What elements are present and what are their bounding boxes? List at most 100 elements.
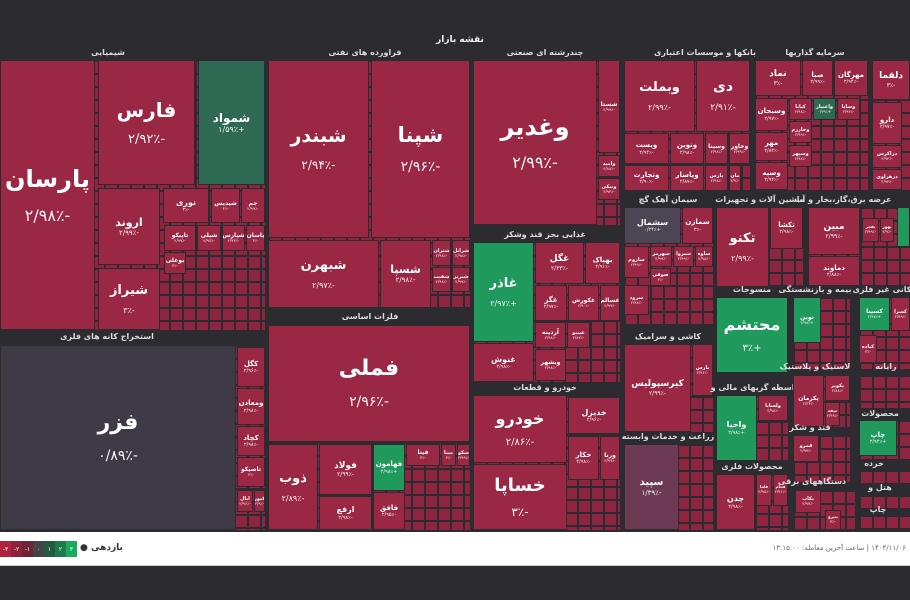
sector-header[interactable]: رایانه — [875, 362, 897, 371]
stock-tile[interactable]: بوعلی -۳٪ — [164, 252, 186, 274]
stock-tile[interactable]: خودرو -۲/۸۶٪ — [473, 395, 567, 463]
stock-tile[interactable]: ساوه -۲/۹۸٪ — [695, 246, 713, 267]
stock-tile[interactable]: خدیزل -۲/۹۶٪ — [568, 397, 620, 434]
stock-tile[interactable]: فزر -۰/۸۹٪ — [0, 345, 236, 530]
stock-tile[interactable]: ونیکی -۲/۹۳٪ — [598, 178, 620, 200]
sector-header[interactable]: کانی غیر فلزی — [852, 285, 910, 294]
stock-tile[interactable]: غپینو -۲/۸۷٪ — [567, 322, 590, 348]
stock-tile[interactable]: غسالم -۲/۹۹٪ — [600, 285, 620, 321]
stock-tile[interactable]: نوین +۲/۹۸٪ — [793, 297, 821, 343]
stock-tile[interactable]: وخاور -۲/۹۹٪ — [729, 133, 750, 164]
stock-tile[interactable]: آردینه -۲/۹۸٪ — [535, 322, 566, 348]
stock-tile[interactable]: فولاد -۲/۹۹٪ — [319, 444, 372, 495]
stock-tile[interactable]: دارو -۲/۹۷٪ — [872, 102, 902, 144]
stock-tile[interactable]: غگز -۲/۹۷٪ — [535, 285, 567, 321]
sector-header[interactable]: خودرو و قطعات — [513, 383, 577, 392]
legend-swatch[interactable]: -۱ — [22, 541, 33, 557]
stock-tile[interactable]: تاصیکو -۳٪ — [237, 457, 265, 487]
sector-header[interactable]: خرده — [864, 459, 884, 468]
stock-tile[interactable]: فملی -۲/۹۶٪ — [268, 325, 470, 442]
stock-tile[interactable]: فاما -۲/۹۸٪ — [756, 474, 772, 506]
stock-tile[interactable] — [897, 207, 910, 247]
stock-tile[interactable]: ورنا -۲/۹۹٪ — [600, 436, 620, 480]
stock-tile[interactable]: شتران -۲/۹۸٪ — [432, 240, 451, 266]
stock-tile[interactable]: سهرمز -۲/۹۹٪ — [650, 246, 672, 267]
sector-header[interactable]: زراعت و خدمات وابسته — [621, 432, 715, 441]
stock-tile[interactable]: دماوند -۲/۸۸٪ — [808, 256, 860, 286]
stock-tile[interactable]: بهپاک -۲/۹۱٪ — [585, 242, 620, 284]
stock-tile[interactable]: شپارس -۲/۹۳٪ — [222, 225, 245, 251]
stock-tile[interactable]: سکو -۲/۹۹٪ — [457, 444, 470, 466]
sector-header[interactable]: منسوجات — [732, 285, 772, 294]
stock-tile[interactable]: وسپه -۲/۹۴٪ — [755, 162, 788, 190]
stock-tile[interactable]: ونوین -۲/۹۸٪ — [670, 133, 704, 164]
stock-tile[interactable]: کباده -۳٪ — [859, 335, 877, 363]
legend-swatch[interactable]: -۲ — [11, 541, 22, 557]
stock-tile[interactable]: کیانا -۲/۹۸٪ — [789, 98, 812, 120]
stock-tile[interactable]: واعتبار +۰/۳۹٪ — [813, 98, 836, 120]
stock-tile[interactable]: فاقق -۲/۹۵٪ — [373, 492, 405, 530]
sector-header[interactable]: کاشی و سرامیک — [634, 332, 702, 341]
stock-tile[interactable]: مبین -۲/۹۹٪ — [808, 207, 860, 255]
legend-swatch[interactable]: ۱ — [44, 541, 55, 557]
sector-header[interactable]: ماشین آلات و تجهیزات — [715, 195, 805, 204]
sector-header[interactable]: بیمه و بازنشستگی — [778, 285, 852, 294]
stock-tile[interactable]: وبشهر -۲/۹۸٪ — [535, 349, 566, 381]
stock-tile[interactable]: چدن -۲/۹۸٪ — [716, 474, 755, 530]
stock-tile[interactable]: کسرا -۲/۹۹٪ — [891, 297, 910, 331]
stock-tile[interactable]: صوفی -۳٪ — [650, 268, 671, 286]
sector-header[interactable]: هتل و — [868, 483, 892, 492]
stock-tile[interactable]: شپلی -۲/۹۷٪ — [197, 225, 221, 251]
stock-tile[interactable]: تکنو -۲/۹۹٪ — [716, 207, 769, 287]
stock-tile[interactable]: ولساپا -۲/۹۸٪ — [758, 395, 788, 421]
stock-tile[interactable]: فهامون +۲/۹۸٪ — [373, 444, 405, 491]
stock-tile[interactable]: کسینا +۲/۹۷٪ — [859, 297, 890, 331]
stock-tile[interactable]: دی -۲/۹۱٪ — [696, 60, 750, 132]
stock-tile[interactable]: وتجارت -۲/۹۰٪ — [624, 165, 669, 191]
stock-tile[interactable]: بفجر -۲/۹۹٪ — [862, 218, 879, 242]
stock-tile[interactable]: محتشم +۳٪ — [716, 297, 788, 373]
stock-tile[interactable]: سرود -۲/۹۸٪ — [624, 285, 649, 315]
stock-tile[interactable]: پکویر -۲/۸۸٪ — [825, 375, 850, 401]
stock-tile[interactable]: شسپا -۲/۹۸٪ — [380, 240, 431, 308]
legend-swatch[interactable]: ۰ — [33, 541, 44, 557]
sector-header[interactable]: چاپ — [869, 505, 887, 514]
stock-tile[interactable]: کگل -۲/۹۶٪ — [237, 347, 265, 387]
legend-swatch[interactable]: -۳ — [0, 541, 11, 557]
stock-tile[interactable]: وسپهر -۲/۹۸٪ — [789, 145, 812, 167]
stock-tile[interactable]: دزهراوی -۲/۹۴٪ — [872, 169, 902, 190]
stock-tile[interactable]: تکشا -۲/۹۸٪ — [770, 207, 803, 249]
stock-tile[interactable]: شبندر -۲/۹۴٪ — [268, 60, 369, 238]
stock-tile[interactable]: پاسان -۳٪ — [246, 225, 265, 251]
legend-label[interactable]: بازدهی ● — [80, 543, 123, 553]
stock-tile[interactable]: قمرو -۲/۹۷٪ — [793, 435, 819, 462]
stock-tile[interactable]: فیتا -۳٪ — [406, 444, 440, 466]
sector-header[interactable]: دستگاههای برقی — [777, 477, 847, 486]
sector-header[interactable]: واسطه گریهای مالی و — [710, 383, 800, 392]
stock-tile[interactable]: مبنا -۳٪ — [441, 444, 456, 466]
stock-tile[interactable]: شبریز -۲/۹۹٪ — [452, 267, 470, 292]
stock-tile[interactable]: سشمال +۰/۲۴٪ — [624, 207, 681, 244]
sector-header[interactable]: قند و شکر — [789, 423, 831, 432]
sector-header[interactable]: شیمیایی — [91, 48, 125, 57]
stock-tile[interactable]: ارفع -۲/۹۸٪ — [319, 496, 372, 530]
stock-tile[interactable]: وامید -۲/۸۸٪ — [598, 155, 620, 177]
sector-header[interactable]: فراورده های نفتی — [328, 48, 402, 57]
stock-tile[interactable]: شپنا -۲/۹۶٪ — [371, 60, 470, 238]
stock-tile[interactable]: وپاسار -۲/۸۷٪ — [670, 165, 704, 191]
stock-tile[interactable]: پارسان -۲/۹۸٪ — [0, 60, 95, 330]
stock-tile[interactable]: دزاکرس -۲/۹۴٪ — [872, 145, 902, 168]
stock-tile[interactable]: وساپا -۲/۹۴٪ — [837, 98, 860, 120]
stock-tile[interactable]: سپید -۱/۳۹٪ — [624, 444, 679, 530]
stock-tile[interactable]: ویست -۲/۹۴٪ — [624, 133, 669, 164]
stock-tile[interactable]: وسبحان -۲/۹۷٪ — [755, 98, 788, 131]
sector-header[interactable]: عرضه برق،گاز،بخار و آب — [794, 195, 892, 204]
legend-swatch[interactable]: ۳ — [66, 541, 77, 557]
stock-tile[interactable]: مهرگان -۲/۹۴٪ — [834, 60, 868, 96]
stock-tile[interactable]: ساروم -۲/۹۹٪ — [624, 246, 649, 278]
stock-tile[interactable]: خکار -۲/۹۸٪ — [568, 436, 599, 480]
stock-tile[interactable]: بهور -۲/۹٪ — [880, 218, 894, 242]
stock-tile[interactable]: نماد -۳٪ — [755, 60, 801, 96]
stock-tile[interactable]: سمازن -۳٪ — [682, 207, 713, 244]
stock-tile[interactable]: صبا -۲/۹۹٪ — [802, 60, 833, 96]
